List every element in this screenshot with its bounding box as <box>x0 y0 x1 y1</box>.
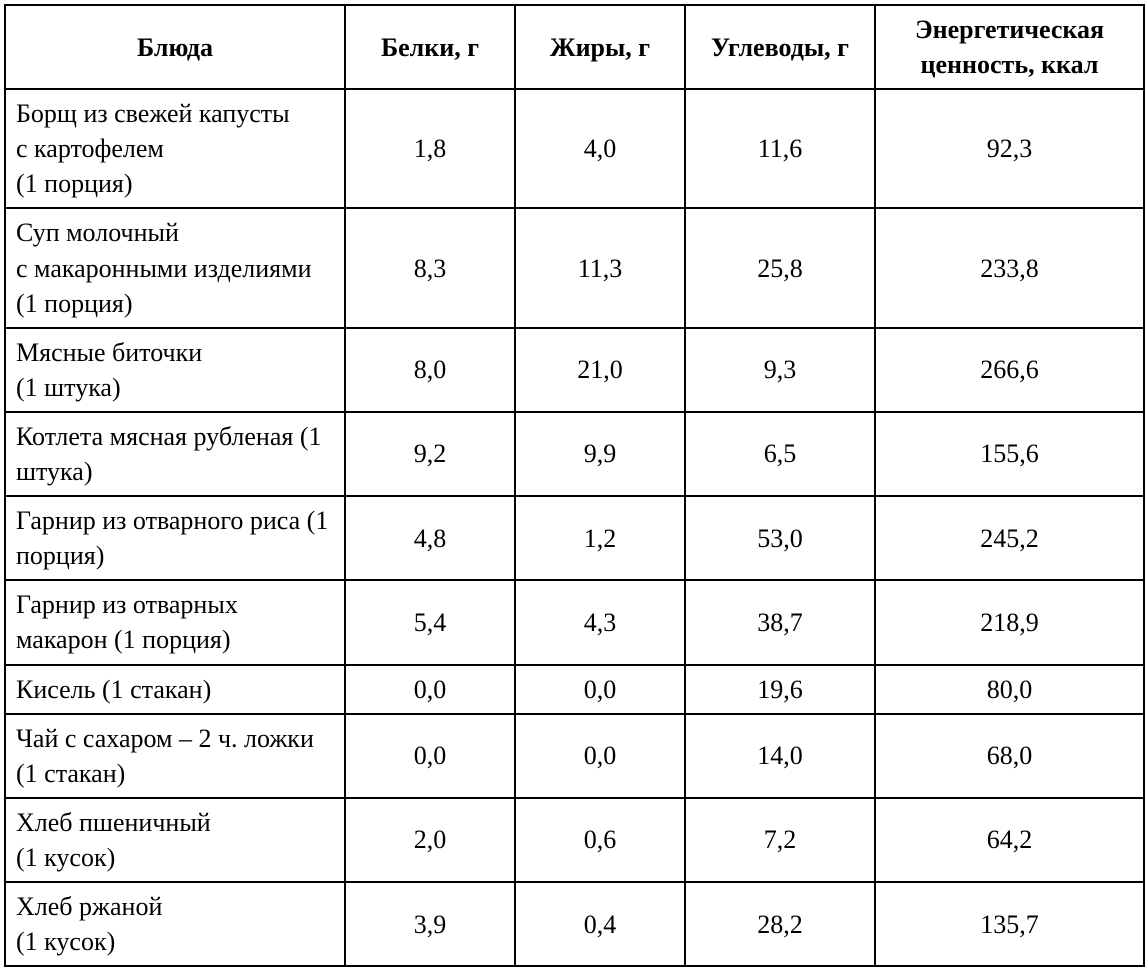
dish-name-cell: Кисель (1 стакан) <box>5 665 345 714</box>
table-row: Мясные биточки(1 штука) 8,0 21,0 9,3 266… <box>5 328 1144 412</box>
protein-cell: 9,2 <box>345 412 515 496</box>
table-header-row: Блюда Белки, г Жиры, г Углеводы, г Энерг… <box>5 5 1144 89</box>
fat-cell: 0,0 <box>515 714 685 798</box>
carbs-cell: 25,8 <box>685 208 875 327</box>
column-header-fat: Жиры, г <box>515 5 685 89</box>
table-row: Гарнир из отварного риса (1 порция) 4,8 … <box>5 496 1144 580</box>
energy-cell: 233,8 <box>875 208 1144 327</box>
column-header-energy: Энергетическая ценность, ккал <box>875 5 1144 89</box>
fat-cell: 0,6 <box>515 798 685 882</box>
carbs-cell: 19,6 <box>685 665 875 714</box>
fat-cell: 0,4 <box>515 882 685 966</box>
fat-cell: 0,0 <box>515 665 685 714</box>
fat-cell: 1,2 <box>515 496 685 580</box>
energy-cell: 218,9 <box>875 580 1144 664</box>
fat-cell: 4,0 <box>515 89 685 208</box>
energy-cell: 68,0 <box>875 714 1144 798</box>
table-row: Хлеб пшеничный(1 кусок) 2,0 0,6 7,2 64,2 <box>5 798 1144 882</box>
carbs-cell: 53,0 <box>685 496 875 580</box>
dish-name-cell: Гарнир из отварных макарон (1 порция) <box>5 580 345 664</box>
energy-cell: 266,6 <box>875 328 1144 412</box>
energy-cell: 155,6 <box>875 412 1144 496</box>
protein-cell: 5,4 <box>345 580 515 664</box>
protein-cell: 0,0 <box>345 665 515 714</box>
table-row: Котлета мясная рубленая (1 штука) 9,2 9,… <box>5 412 1144 496</box>
protein-cell: 3,9 <box>345 882 515 966</box>
dish-name-cell: Суп молочныйс макаронными изделиями(1 по… <box>5 208 345 327</box>
fat-cell: 11,3 <box>515 208 685 327</box>
table-row: Суп молочныйс макаронными изделиями(1 по… <box>5 208 1144 327</box>
dish-name-cell: Хлеб ржаной(1 кусок) <box>5 882 345 966</box>
protein-cell: 2,0 <box>345 798 515 882</box>
dish-name-cell: Хлеб пшеничный(1 кусок) <box>5 798 345 882</box>
protein-cell: 1,8 <box>345 89 515 208</box>
fat-cell: 21,0 <box>515 328 685 412</box>
carbs-cell: 6,5 <box>685 412 875 496</box>
energy-cell: 92,3 <box>875 89 1144 208</box>
column-header-carbs: Углеводы, г <box>685 5 875 89</box>
carbs-cell: 38,7 <box>685 580 875 664</box>
table-row: Чай с сахаром – 2 ч. ложки (1 стакан) 0,… <box>5 714 1144 798</box>
carbs-cell: 9,3 <box>685 328 875 412</box>
energy-cell: 80,0 <box>875 665 1144 714</box>
protein-cell: 8,3 <box>345 208 515 327</box>
dish-name-cell: Мясные биточки(1 штука) <box>5 328 345 412</box>
carbs-cell: 7,2 <box>685 798 875 882</box>
protein-cell: 0,0 <box>345 714 515 798</box>
protein-cell: 4,8 <box>345 496 515 580</box>
table-row: Борщ из свежей капустыс картофелем(1 пор… <box>5 89 1144 208</box>
column-header-protein: Белки, г <box>345 5 515 89</box>
carbs-cell: 11,6 <box>685 89 875 208</box>
nutrition-table: Блюда Белки, г Жиры, г Углеводы, г Энерг… <box>4 4 1145 967</box>
table-row: Хлеб ржаной(1 кусок) 3,9 0,4 28,2 135,7 <box>5 882 1144 966</box>
dish-name-cell: Чай с сахаром – 2 ч. ложки (1 стакан) <box>5 714 345 798</box>
fat-cell: 4,3 <box>515 580 685 664</box>
dish-name-cell: Котлета мясная рубленая (1 штука) <box>5 412 345 496</box>
dish-name-cell: Борщ из свежей капустыс картофелем(1 пор… <box>5 89 345 208</box>
dish-name-cell: Гарнир из отварного риса (1 порция) <box>5 496 345 580</box>
carbs-cell: 14,0 <box>685 714 875 798</box>
carbs-cell: 28,2 <box>685 882 875 966</box>
table-row: Кисель (1 стакан) 0,0 0,0 19,6 80,0 <box>5 665 1144 714</box>
column-header-dish: Блюда <box>5 5 345 89</box>
table-row: Гарнир из отварных макарон (1 порция) 5,… <box>5 580 1144 664</box>
table-body: Борщ из свежей капустыс картофелем(1 пор… <box>5 89 1144 966</box>
energy-cell: 135,7 <box>875 882 1144 966</box>
fat-cell: 9,9 <box>515 412 685 496</box>
energy-cell: 64,2 <box>875 798 1144 882</box>
energy-cell: 245,2 <box>875 496 1144 580</box>
protein-cell: 8,0 <box>345 328 515 412</box>
